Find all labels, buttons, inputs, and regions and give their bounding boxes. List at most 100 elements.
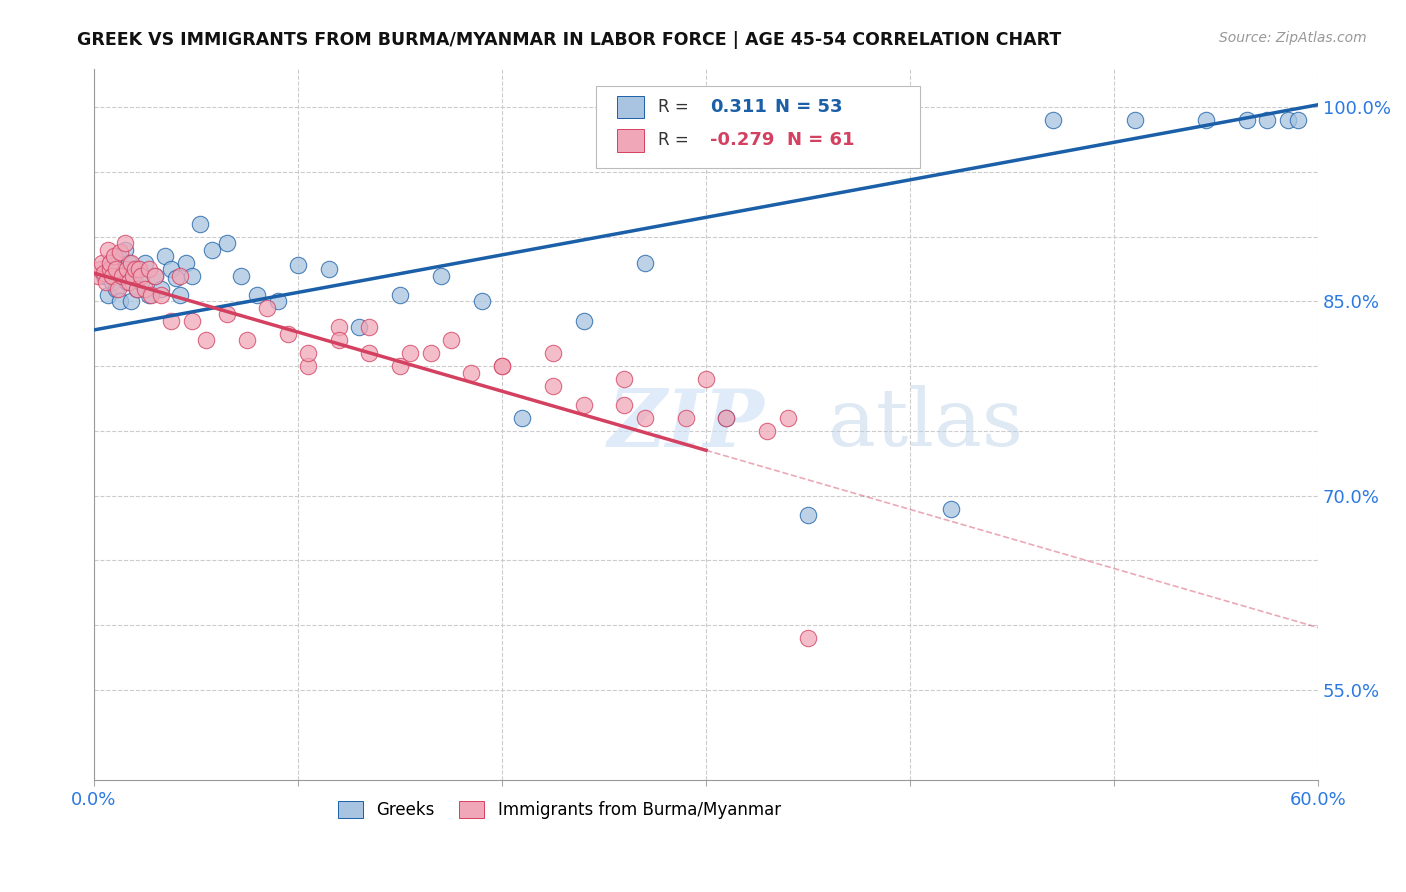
Point: [98, 262, 121, 277]
Point: [96, 275, 118, 289]
Point: [359, 346, 381, 360]
Point: [160, 262, 183, 277]
Point: [430, 268, 453, 283]
Point: [613, 398, 636, 412]
Point: [98, 255, 121, 269]
Point: [129, 275, 152, 289]
Point: [572, 314, 595, 328]
Point: [150, 281, 173, 295]
Point: [1286, 113, 1309, 128]
Point: [97, 288, 120, 302]
Point: [174, 255, 197, 269]
Point: [97, 243, 120, 257]
Point: [165, 271, 187, 285]
Point: [328, 320, 350, 334]
Point: [169, 268, 191, 283]
Point: [111, 268, 134, 283]
Point: [572, 398, 595, 412]
Point: [939, 501, 962, 516]
Point: [103, 262, 125, 277]
Point: [180, 314, 202, 328]
Point: [215, 236, 238, 251]
Point: [256, 301, 278, 315]
Point: [93, 266, 115, 280]
Point: [138, 288, 160, 302]
Point: [105, 281, 128, 295]
Point: [129, 268, 152, 283]
Point: [776, 411, 799, 425]
Point: [1195, 113, 1218, 128]
Point: [121, 268, 143, 283]
Point: [150, 288, 173, 302]
Point: [114, 243, 136, 257]
Point: [541, 346, 564, 360]
Point: [117, 275, 139, 289]
Point: [491, 359, 513, 374]
Text: -0.279: -0.279: [710, 131, 775, 149]
Point: [695, 372, 717, 386]
Point: [111, 268, 134, 283]
Point: [155, 249, 177, 263]
Point: [117, 255, 139, 269]
Point: [128, 262, 150, 277]
Point: [89, 262, 111, 277]
Point: [419, 346, 441, 360]
Point: [471, 294, 494, 309]
Point: [297, 359, 319, 374]
Point: [277, 326, 299, 341]
Point: [188, 217, 211, 231]
Point: [93, 268, 115, 283]
Point: [160, 314, 183, 328]
Point: [195, 333, 218, 347]
FancyBboxPatch shape: [596, 87, 921, 169]
Text: R =: R =: [658, 131, 700, 149]
Point: [1123, 113, 1146, 128]
Point: [716, 411, 738, 425]
Point: [107, 249, 129, 263]
Point: [143, 268, 166, 283]
Point: [120, 255, 142, 269]
Text: 0.311: 0.311: [710, 98, 766, 116]
Point: [1277, 113, 1299, 128]
Point: [328, 333, 350, 347]
Point: [138, 262, 160, 277]
Point: [101, 268, 124, 283]
Text: ZIP: ZIP: [609, 385, 765, 463]
Point: [675, 411, 697, 425]
FancyBboxPatch shape: [617, 95, 644, 119]
Point: [634, 255, 657, 269]
Point: [87, 268, 110, 283]
Point: [98, 255, 121, 269]
Point: [169, 288, 191, 302]
Point: [114, 236, 136, 251]
Point: [124, 268, 146, 283]
Text: R =: R =: [658, 98, 700, 116]
Point: [347, 320, 370, 334]
Text: GREEK VS IMMIGRANTS FROM BURMA/MYANMAR IN LABOR FORCE | AGE 45-54 CORRELATION CH: GREEK VS IMMIGRANTS FROM BURMA/MYANMAR I…: [77, 31, 1062, 49]
Point: [797, 508, 820, 522]
Point: [359, 320, 381, 334]
Point: [512, 411, 534, 425]
Point: [101, 275, 124, 289]
Text: N = 61: N = 61: [787, 131, 855, 149]
Point: [756, 424, 779, 438]
Point: [110, 245, 132, 260]
Point: [716, 411, 738, 425]
Point: [246, 288, 269, 302]
Point: [201, 243, 224, 257]
Point: [103, 249, 125, 263]
Point: [128, 262, 150, 277]
Point: [120, 294, 142, 309]
Point: [125, 281, 148, 295]
Point: [121, 262, 143, 277]
Point: [236, 333, 259, 347]
Point: [105, 262, 128, 277]
Point: [134, 255, 156, 269]
Point: [797, 631, 820, 645]
Point: [115, 275, 138, 289]
Point: [388, 288, 411, 302]
Point: [613, 372, 636, 386]
Point: [180, 268, 202, 283]
Point: [460, 366, 482, 380]
Point: [491, 359, 513, 374]
